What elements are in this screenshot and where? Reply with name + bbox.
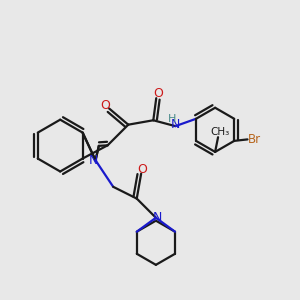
Text: CH₃: CH₃ <box>211 127 230 137</box>
Text: N: N <box>152 211 162 224</box>
Text: N: N <box>171 118 180 131</box>
Text: Br: Br <box>248 133 260 146</box>
Text: H: H <box>168 114 177 124</box>
Text: O: O <box>138 163 148 176</box>
Text: O: O <box>100 99 110 112</box>
Text: O: O <box>153 87 163 100</box>
Text: N: N <box>88 154 98 167</box>
